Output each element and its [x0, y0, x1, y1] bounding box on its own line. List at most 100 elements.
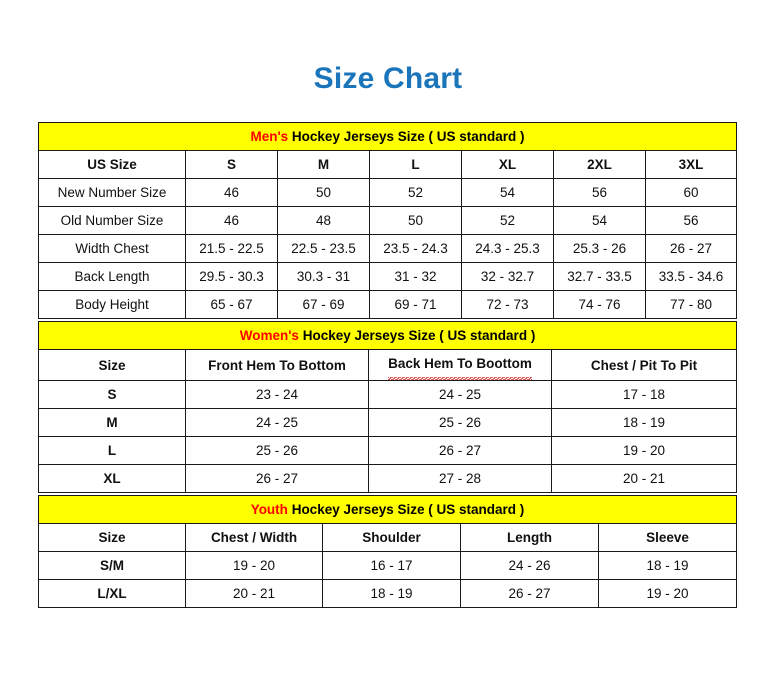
mens-cell-0-5: 60 — [645, 178, 737, 207]
mens-banner-rest: Hockey Jerseys Size ( US standard ) — [288, 129, 525, 144]
table-row: L 25 - 26 26 - 27 19 - 20 — [38, 436, 738, 465]
mens-cell-3-2: 31 - 32 — [369, 262, 462, 291]
youth-row-label-0: S/M — [38, 551, 186, 580]
womens-cell-2-1: 26 - 27 — [368, 436, 552, 465]
mens-cell-4-3: 72 - 73 — [461, 290, 554, 319]
mens-cell-1-4: 54 — [553, 206, 646, 235]
mens-row-label-1: Old Number Size — [38, 206, 186, 235]
mens-cell-0-3: 54 — [461, 178, 554, 207]
mens-cell-2-4: 25.3 - 26 — [553, 234, 646, 263]
youth-cell-1-0: 20 - 21 — [185, 579, 323, 608]
youth-header-row: Size Chest / Width Shoulder Length Sleev… — [38, 523, 737, 552]
mens-cell-3-5: 33.5 - 34.6 — [645, 262, 737, 291]
mens-col-header-0: US Size — [38, 150, 186, 179]
womens-cell-1-2: 18 - 19 — [550, 408, 738, 437]
womens-cell-0-0: 23 - 24 — [185, 380, 369, 409]
mens-row-label-2: Width Chest — [38, 234, 186, 263]
mens-cell-0-1: 50 — [277, 178, 370, 207]
womens-col-header-2: Back Hem To Boottom — [368, 349, 552, 381]
table-row: Body Height 65 - 67 67 - 69 69 - 71 72 -… — [38, 290, 737, 319]
youth-col-header-3: Length — [460, 523, 599, 552]
mens-col-header-3: L — [369, 150, 462, 179]
mens-cell-2-3: 24.3 - 25.3 — [461, 234, 554, 263]
youth-banner-accent: Youth — [250, 502, 288, 517]
mens-cell-0-4: 56 — [553, 178, 646, 207]
youth-row-label-1: L/XL — [38, 579, 186, 608]
womens-row-label-0: S — [38, 380, 186, 409]
womens-cell-3-2: 20 - 21 — [550, 464, 738, 493]
mens-section-banner: Men's Hockey Jerseys Size ( US standard … — [38, 122, 737, 151]
womens-cell-3-0: 26 - 27 — [185, 464, 369, 493]
youth-cell-0-3: 18 - 19 — [598, 551, 737, 580]
mens-col-header-5: 2XL — [553, 150, 646, 179]
youth-section-banner: Youth Hockey Jerseys Size ( US standard … — [38, 495, 737, 524]
youth-cell-1-2: 26 - 27 — [460, 579, 599, 608]
mens-cell-1-3: 52 — [461, 206, 554, 235]
mens-banner-row: Men's Hockey Jerseys Size ( US standard … — [38, 122, 737, 151]
youth-col-header-1: Chest / Width — [185, 523, 323, 552]
womens-row-label-1: M — [38, 408, 186, 437]
mens-cell-3-1: 30.3 - 31 — [277, 262, 370, 291]
mens-col-header-2: M — [277, 150, 370, 179]
table-row: New Number Size 46 50 52 54 56 60 — [38, 178, 737, 207]
mens-col-header-6: 3XL — [645, 150, 737, 179]
mens-cell-3-4: 32.7 - 33.5 — [553, 262, 646, 291]
mens-cell-2-0: 21.5 - 22.5 — [185, 234, 278, 263]
womens-cell-2-0: 25 - 26 — [185, 436, 369, 465]
mens-cell-0-0: 46 — [185, 178, 278, 207]
table-row: S 23 - 24 24 - 25 17 - 18 — [38, 380, 738, 409]
mens-row-label-3: Back Length — [38, 262, 186, 291]
youth-size-table: Youth Hockey Jerseys Size ( US standard … — [38, 495, 737, 608]
womens-header-row: Size Front Hem To Bottom Back Hem To Boo… — [38, 349, 738, 381]
womens-row-label-3: XL — [38, 464, 186, 493]
mens-cell-0-2: 52 — [369, 178, 462, 207]
youth-col-header-2: Shoulder — [322, 523, 461, 552]
womens-size-table: Women's Hockey Jerseys Size ( US standar… — [37, 321, 738, 493]
mens-cell-2-5: 26 - 27 — [645, 234, 737, 263]
youth-col-header-4: Sleeve — [598, 523, 737, 552]
mens-cell-3-3: 32 - 32.7 — [461, 262, 554, 291]
table-row: M 24 - 25 25 - 26 18 - 19 — [38, 408, 738, 437]
mens-cell-1-5: 56 — [645, 206, 737, 235]
mens-cell-1-0: 46 — [185, 206, 278, 235]
youth-banner-rest: Hockey Jerseys Size ( US standard ) — [287, 502, 525, 517]
womens-cell-0-1: 24 - 25 — [368, 380, 552, 409]
womens-banner-rest: Hockey Jerseys Size ( US standard ) — [298, 328, 536, 343]
womens-section-banner: Women's Hockey Jerseys Size ( US standar… — [37, 321, 738, 350]
table-row: L/XL 20 - 21 18 - 19 26 - 27 19 - 20 — [38, 579, 737, 608]
youth-cell-0-1: 16 - 17 — [322, 551, 461, 580]
table-row: Old Number Size 46 48 50 52 54 56 — [38, 206, 737, 235]
mens-col-header-1: S — [185, 150, 278, 179]
mens-banner-accent: Men's — [250, 129, 289, 144]
table-row: S/M 19 - 20 16 - 17 24 - 26 18 - 19 — [38, 551, 737, 580]
youth-cell-0-2: 24 - 26 — [460, 551, 599, 580]
mens-header-row: US Size S M L XL 2XL 3XL — [38, 150, 737, 179]
mens-cell-4-4: 74 - 76 — [553, 290, 646, 319]
mens-cell-4-0: 65 - 67 — [185, 290, 278, 319]
mens-cell-4-2: 69 - 71 — [369, 290, 462, 319]
mens-cell-2-1: 22.5 - 23.5 — [277, 234, 370, 263]
womens-col-header-3: Chest / Pit To Pit — [550, 349, 738, 381]
womens-cell-3-1: 27 - 28 — [368, 464, 552, 493]
womens-banner-row: Women's Hockey Jerseys Size ( US standar… — [37, 321, 738, 350]
youth-cell-1-1: 18 - 19 — [322, 579, 461, 608]
youth-cell-1-3: 19 - 20 — [598, 579, 737, 608]
mens-cell-2-2: 23.5 - 24.3 — [369, 234, 462, 263]
womens-banner-accent: Women's — [239, 328, 299, 343]
mens-cell-3-0: 29.5 - 30.3 — [185, 262, 278, 291]
table-row: XL 26 - 27 27 - 28 20 - 21 — [38, 464, 738, 493]
mens-cell-4-5: 77 - 80 — [645, 290, 737, 319]
mens-size-table: Men's Hockey Jerseys Size ( US standard … — [38, 122, 737, 319]
table-row: Back Length 29.5 - 30.3 30.3 - 31 31 - 3… — [38, 262, 737, 291]
mens-col-header-4: XL — [461, 150, 554, 179]
mens-row-label-4: Body Height — [38, 290, 186, 319]
size-chart-tables: Men's Hockey Jerseys Size ( US standard … — [37, 122, 738, 608]
youth-banner-row: Youth Hockey Jerseys Size ( US standard … — [38, 495, 737, 524]
womens-row-label-2: L — [38, 436, 186, 465]
youth-col-header-0: Size — [38, 523, 186, 552]
womens-cell-1-1: 25 - 26 — [368, 408, 552, 437]
womens-col-header-1: Front Hem To Bottom — [185, 349, 369, 381]
table-row: Width Chest 21.5 - 22.5 22.5 - 23.5 23.5… — [38, 234, 737, 263]
mens-row-label-0: New Number Size — [38, 178, 186, 207]
